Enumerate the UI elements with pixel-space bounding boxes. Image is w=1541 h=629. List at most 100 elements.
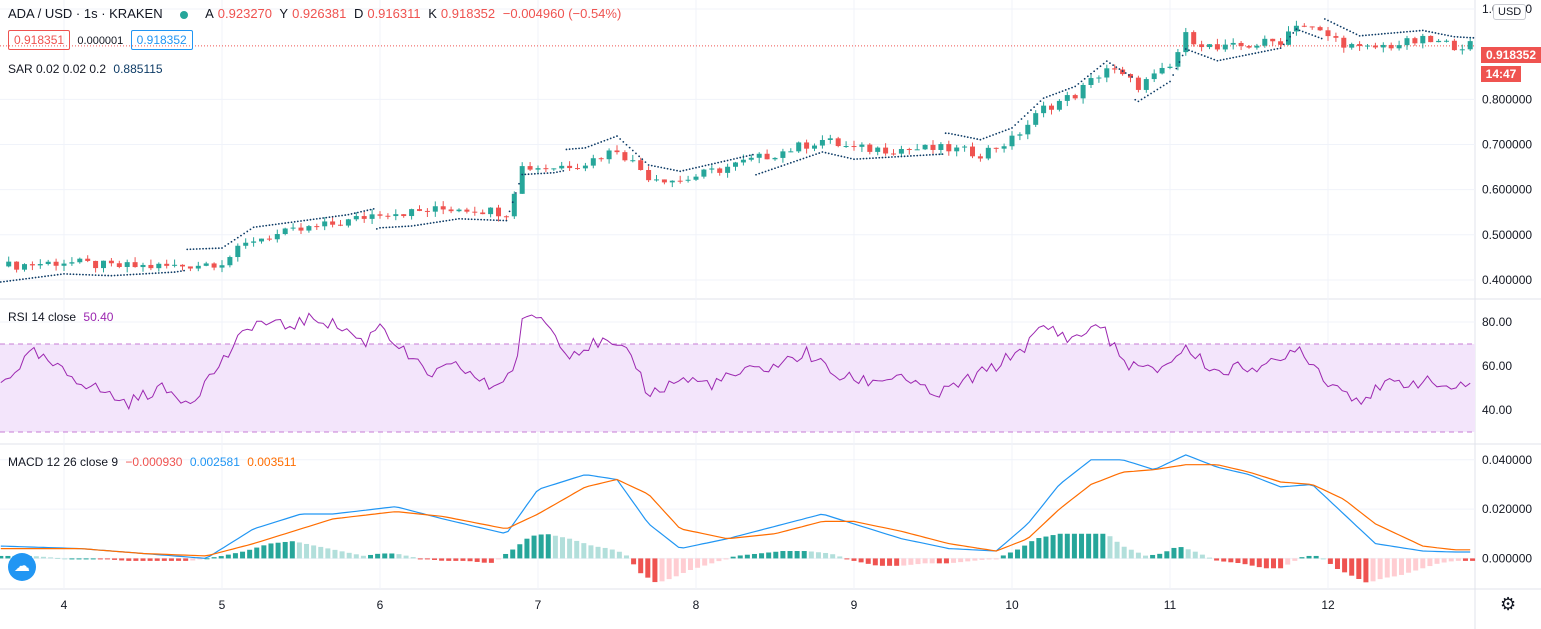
sar-dot [543, 172, 546, 175]
candle [219, 260, 225, 273]
tradingview-logo-icon[interactable]: ☁ [8, 553, 36, 581]
pane-background[interactable] [0, 445, 1475, 588]
sar-dot [391, 226, 394, 229]
macd-legend[interactable]: MACD 12 26 close 9 −0.000930 0.002581 0.… [8, 455, 300, 469]
macd-histogram-bar [488, 558, 494, 563]
sar-legend[interactable]: SAR 0.02 0.02 0.2 0.885115 [8, 62, 167, 76]
candle [1009, 131, 1015, 150]
macd-histogram-bar [353, 554, 359, 559]
candle [993, 147, 999, 153]
sar-dot [685, 168, 688, 171]
candle [875, 146, 881, 156]
sar-dot [887, 156, 890, 159]
sar-dot [1074, 85, 1077, 88]
currency-button[interactable]: USD [1493, 4, 1527, 20]
sar-dot [331, 215, 334, 218]
candle [456, 208, 462, 213]
sar-dot [145, 272, 148, 275]
sar-dot [1175, 67, 1178, 70]
sar-dot [1036, 103, 1039, 106]
sar-dot [1039, 100, 1042, 103]
sar-dot [417, 224, 419, 226]
sar-dot [66, 273, 69, 275]
rsi-value: 50.40 [83, 310, 114, 324]
pane-background[interactable] [0, 0, 1475, 298]
candle [1112, 64, 1118, 74]
sar-dot [960, 135, 963, 137]
sar-dot [6, 280, 9, 283]
sar-dot [1011, 127, 1013, 129]
macd-histogram-bar [730, 556, 736, 559]
macd-histogram-bar [1221, 558, 1227, 562]
macd-histogram-bar [1462, 558, 1468, 561]
candle [598, 157, 604, 162]
sar-dot [992, 134, 994, 136]
sar-dot [1080, 80, 1083, 83]
macd-histogram-bar [254, 547, 260, 559]
sar-dot [322, 217, 325, 219]
sar-dot [935, 153, 938, 156]
macd-histogram-bar [1434, 558, 1440, 564]
sar-dot [271, 223, 274, 226]
macd-histogram-bar [460, 558, 466, 561]
macd-histogram-bar [112, 558, 118, 560]
status-dot [180, 10, 189, 19]
sar-dot [461, 218, 464, 220]
candle [488, 207, 494, 218]
x-tick-label: 10 [1005, 598, 1019, 612]
macd-histogram-bar [943, 558, 949, 564]
sar-dot [489, 219, 492, 221]
macd-histogram-bar [602, 547, 608, 559]
sar-dot [714, 162, 716, 165]
macd-histogram-bar [709, 558, 715, 564]
sar-dot [1099, 65, 1102, 68]
candle [1333, 32, 1339, 42]
sar-dot [1289, 35, 1291, 38]
sar-dot [1146, 94, 1149, 97]
candle [867, 143, 873, 155]
sar-dot [770, 168, 773, 171]
candle [1301, 23, 1307, 28]
candle [156, 262, 162, 272]
macd-histogram-bar [0, 555, 4, 559]
candle [669, 180, 675, 188]
macd-histogram-bar [879, 558, 885, 566]
sar-dot [635, 152, 637, 155]
macd-histogram-bar [339, 551, 345, 559]
sar-dot [783, 164, 786, 166]
sar-dot [350, 213, 353, 215]
sar-dot [789, 161, 792, 164]
sar-dot [1396, 31, 1399, 34]
macd-histogram-bar [844, 558, 850, 560]
macd-histogram-bar [97, 558, 103, 560]
macd-histogram-bar [1171, 547, 1177, 559]
candle [472, 206, 478, 216]
x-tick-label: 6 [377, 598, 384, 612]
sar-dot [170, 271, 173, 274]
candle [985, 145, 991, 161]
candle [330, 217, 336, 228]
sar-dot [521, 173, 524, 176]
candle [464, 207, 470, 214]
candle [1064, 91, 1070, 107]
gear-icon[interactable]: ⚙ [1500, 594, 1517, 614]
candle [251, 237, 257, 247]
candle [338, 220, 343, 227]
sar-dot [252, 226, 255, 229]
macd-histogram-bar [638, 558, 644, 574]
sar-dot [511, 201, 514, 204]
sar-dot [1456, 36, 1459, 38]
macd-histogram-bar [268, 543, 274, 559]
sar-dot [1431, 31, 1434, 34]
sar-dot [180, 270, 182, 273]
buy-button[interactable]: 0.918352 [130, 30, 193, 50]
rsi-legend[interactable]: RSI 14 close 50.40 [8, 310, 117, 324]
sar-dot [1282, 43, 1285, 46]
sar-dot [50, 274, 53, 277]
macd-histogram-bar [666, 558, 672, 580]
candle [519, 162, 525, 194]
sar-dot [1143, 96, 1146, 99]
sell-button[interactable]: 0.918351 [8, 30, 71, 50]
sar-dot [682, 169, 685, 172]
